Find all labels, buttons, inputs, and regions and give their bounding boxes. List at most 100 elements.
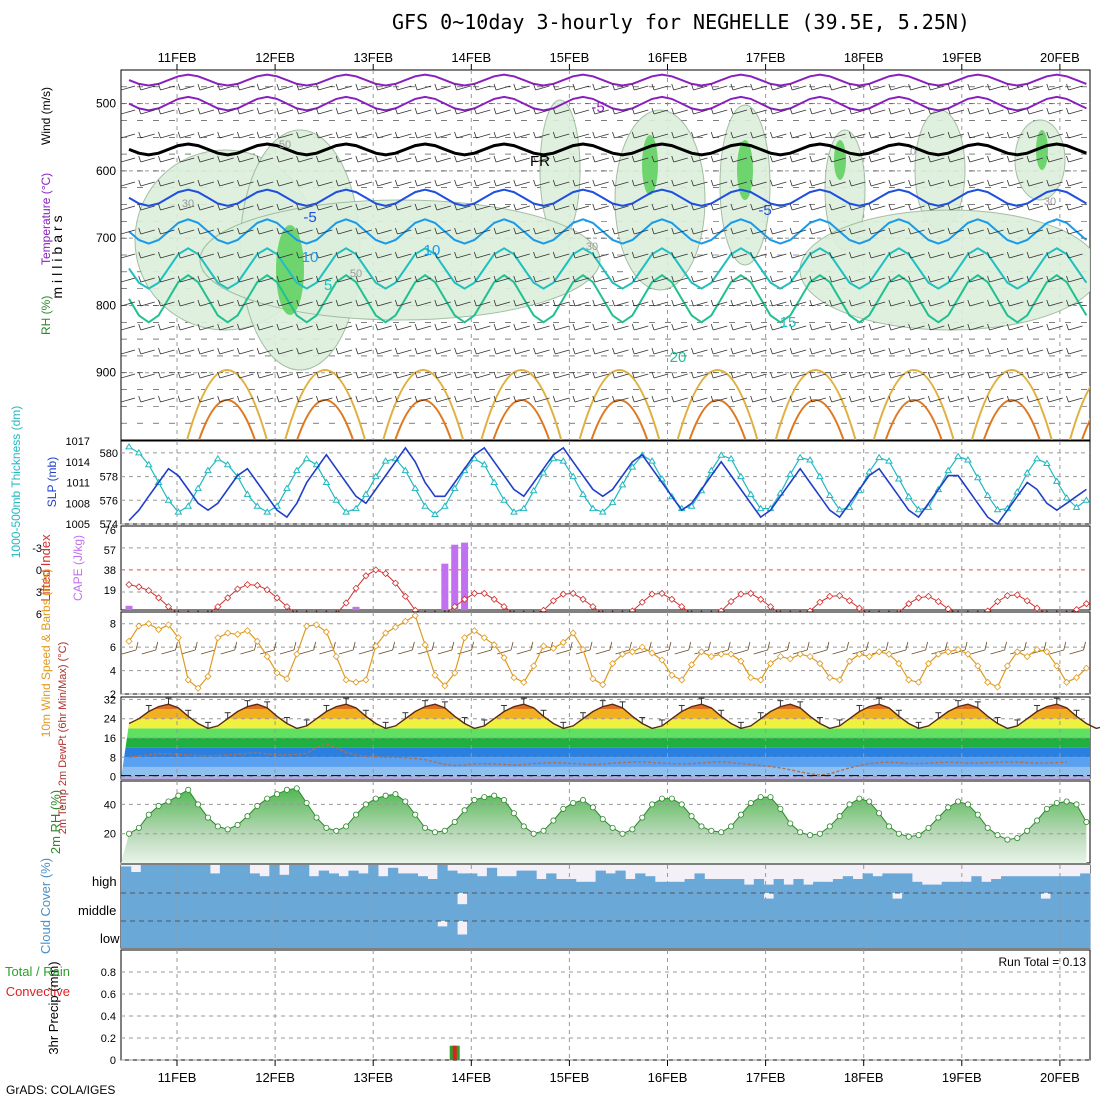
wind-barb xyxy=(750,131,767,139)
barb-shaft xyxy=(772,181,787,187)
isotherm-warm xyxy=(480,369,563,440)
barb-shaft xyxy=(1068,301,1083,307)
cloud-bar xyxy=(635,893,646,921)
cloud-bar xyxy=(645,876,656,893)
barb-shaft xyxy=(338,349,353,355)
barb-flag xyxy=(197,347,201,355)
wind-barb xyxy=(138,251,155,259)
wind-speed-point xyxy=(1053,662,1061,670)
barb-shaft xyxy=(456,181,471,187)
barb-flag xyxy=(927,131,931,139)
barb-flag xyxy=(927,395,931,403)
barb-flag xyxy=(256,203,260,211)
barb-shaft xyxy=(436,85,451,91)
rh-point xyxy=(185,786,192,793)
barb-shaft xyxy=(1068,397,1083,403)
wind-barb xyxy=(829,107,846,115)
barb-flag xyxy=(533,251,536,259)
wind-barb xyxy=(770,347,787,355)
barb-flag xyxy=(493,227,497,235)
cloud-bar xyxy=(427,893,438,921)
cloud-bar xyxy=(516,921,527,948)
barb-flag xyxy=(750,371,754,379)
cloud-bar xyxy=(664,881,676,893)
barb-shaft xyxy=(1048,325,1063,331)
barb-flag xyxy=(770,275,773,283)
barb-flag xyxy=(394,131,398,139)
li-point xyxy=(1082,600,1090,608)
wind-barb xyxy=(434,155,451,163)
wind-speed-point xyxy=(727,650,735,658)
wind-barb xyxy=(829,155,846,163)
wind-barb xyxy=(473,323,491,331)
cloud-bar xyxy=(328,921,339,948)
cloud-bar xyxy=(664,921,676,948)
barb-shaft xyxy=(456,229,471,235)
date-label-top: 20FEB xyxy=(1040,50,1080,65)
wind-barb xyxy=(414,347,432,355)
barb-flag xyxy=(789,107,793,115)
cloud-bar xyxy=(763,884,774,893)
wind-barb xyxy=(789,203,807,211)
barb-shaft xyxy=(871,277,886,283)
barb-shaft xyxy=(535,133,550,139)
rh-point xyxy=(362,801,369,808)
barb-flag xyxy=(947,203,951,211)
barb-shaft xyxy=(732,397,748,403)
barb-shaft xyxy=(792,397,807,403)
wind-barb xyxy=(592,203,609,211)
barb-flag xyxy=(493,347,497,355)
barb-shaft xyxy=(535,109,550,115)
barb-shaft xyxy=(239,85,254,91)
cloud-bar xyxy=(259,893,270,921)
barb-flag xyxy=(908,83,911,91)
wind-barb xyxy=(868,251,886,259)
cloud-bar xyxy=(714,893,725,921)
cloud-bar xyxy=(773,879,784,893)
rh-point xyxy=(323,824,330,831)
barb-shaft xyxy=(397,397,412,403)
cloud-bar xyxy=(694,873,705,893)
barb-flag xyxy=(296,83,300,91)
cloud-bar xyxy=(763,921,774,948)
cloud-bar xyxy=(625,893,636,921)
wind-barb xyxy=(1006,371,1024,379)
barb-shaft xyxy=(199,181,215,187)
barb-shaft xyxy=(495,85,511,91)
barb-flag xyxy=(789,323,793,331)
barb-flag xyxy=(375,155,378,163)
barb-flag xyxy=(533,179,536,187)
thickness-point xyxy=(756,504,765,512)
barb-shaft xyxy=(476,85,491,91)
wind-barb xyxy=(1046,83,1063,91)
barb-flag xyxy=(552,395,556,403)
wind-barb xyxy=(691,347,708,355)
cloud-bar xyxy=(773,893,784,921)
barb-flag xyxy=(671,371,675,379)
slp-tick: 1008 xyxy=(66,498,90,510)
barb-shaft xyxy=(772,85,787,91)
wind-barb xyxy=(612,131,629,139)
wind-speed-point xyxy=(421,641,429,649)
barb-flag xyxy=(355,107,359,115)
barb-flag xyxy=(691,155,694,163)
wind-barb xyxy=(770,323,787,331)
cloud-bar xyxy=(793,921,804,948)
wind-barb xyxy=(276,323,294,331)
cloud-bar xyxy=(130,921,142,948)
cloud-bar xyxy=(921,884,933,893)
wind-barb xyxy=(691,275,708,283)
barb-shaft xyxy=(752,229,767,235)
wind-barb xyxy=(217,299,234,307)
barb-shaft xyxy=(949,373,965,379)
wind-barb xyxy=(927,227,945,235)
barb-shaft xyxy=(574,349,590,355)
barb-flag xyxy=(316,251,319,259)
wind-barb xyxy=(710,179,728,187)
barb-shaft xyxy=(851,229,866,235)
barb-flag xyxy=(592,179,596,187)
barb-flag xyxy=(434,155,438,163)
wind-barb xyxy=(730,131,748,139)
barb-flag xyxy=(829,203,833,211)
cloud-bar xyxy=(1060,921,1071,948)
